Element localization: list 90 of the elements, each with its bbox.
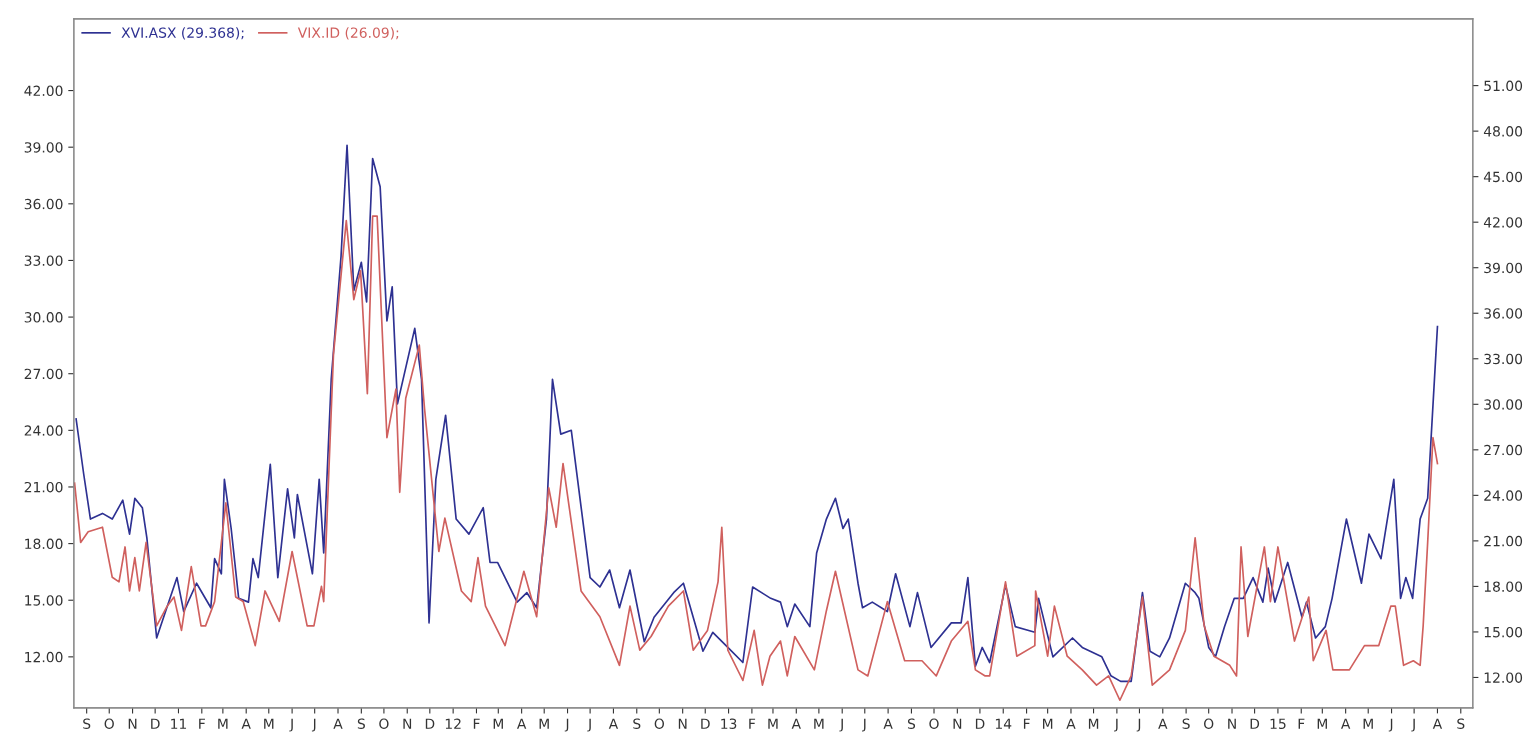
x-tick-label: D bbox=[701, 718, 710, 729]
x-tick-label: M bbox=[218, 718, 228, 729]
y2-tick-label: 36.00 bbox=[1484, 308, 1523, 319]
x-tick-label: M bbox=[264, 718, 274, 729]
x-tick-label: 15 bbox=[1270, 718, 1286, 729]
x-tick-label: A bbox=[791, 718, 801, 729]
y-tick-label: 36.00 bbox=[24, 198, 63, 210]
x-tick-label: F bbox=[1023, 718, 1030, 729]
x-tick-label: D bbox=[151, 718, 160, 729]
x-tick-label: J bbox=[289, 718, 293, 732]
x-tick-label: M bbox=[1088, 718, 1099, 729]
y2-tick-label: 12.00 bbox=[1484, 672, 1523, 683]
legend-label: XVI.ASX (29.368); bbox=[121, 27, 244, 40]
x-tick-label: A bbox=[608, 718, 619, 729]
x-tick-label: M bbox=[1317, 718, 1327, 729]
x-tick-label: S bbox=[633, 718, 641, 729]
x-tick-label: J bbox=[1411, 718, 1415, 732]
y2-tick-label: 51.00 bbox=[1484, 80, 1523, 92]
x-tick-label: J bbox=[1388, 718, 1393, 732]
x-tick-label: J bbox=[839, 718, 843, 732]
x-tick-label: M bbox=[493, 718, 503, 729]
x-tick-label: A bbox=[1066, 718, 1076, 729]
x-tick-label: 11 bbox=[171, 718, 187, 729]
x-tick-label: S bbox=[357, 718, 365, 729]
x-tick-label: M bbox=[768, 718, 778, 729]
y2-tick-label: 15.00 bbox=[1484, 626, 1523, 638]
x-tick-label: A bbox=[1432, 718, 1443, 729]
y-tick-label: 30.00 bbox=[24, 312, 63, 323]
x-tick-label: A bbox=[883, 718, 893, 729]
x-tick-label: N bbox=[953, 718, 962, 729]
y2-tick-label: 21.00 bbox=[1484, 535, 1523, 547]
y2-tick-label: 48.00 bbox=[1483, 126, 1523, 137]
line-series bbox=[73, 215, 1439, 702]
x-tick-label: F bbox=[749, 718, 756, 729]
x-tick-label: O bbox=[104, 718, 114, 729]
x-tick-label: D bbox=[425, 718, 435, 729]
x-tick-label: S bbox=[1457, 718, 1465, 729]
x-tick-label: 12 bbox=[445, 718, 461, 729]
x-tick-label: M bbox=[814, 718, 824, 729]
y-tick-label: 21.00 bbox=[24, 481, 63, 493]
x-tick-label: O bbox=[654, 718, 665, 729]
x-tick-label: J bbox=[564, 718, 569, 732]
x-tick-label: J bbox=[862, 718, 866, 732]
y2-tick-label: 39.00 bbox=[1484, 262, 1523, 274]
x-tick-label: 14 bbox=[995, 718, 1012, 729]
x-tick-label: M bbox=[1363, 718, 1373, 729]
y2-tick-label: 33.00 bbox=[1484, 353, 1523, 365]
x-tick-label: O bbox=[929, 718, 939, 729]
y2-tick-label: 18.00 bbox=[1484, 581, 1523, 592]
y2-tick-label: 45.00 bbox=[1483, 171, 1523, 183]
y-tick-label: 27.00 bbox=[24, 368, 63, 380]
x-tick-label: O bbox=[379, 718, 389, 729]
x-tick-label: F bbox=[1298, 718, 1305, 729]
x-tick-label: A bbox=[1158, 718, 1168, 729]
x-tick-label: O bbox=[1204, 718, 1214, 729]
x-tick-label: M bbox=[539, 718, 549, 729]
x-tick-label: D bbox=[1250, 718, 1260, 729]
x-tick-label: M bbox=[1043, 718, 1053, 729]
x-tick-label: A bbox=[333, 718, 343, 729]
y-tick-label: 42.00 bbox=[24, 85, 63, 97]
x-tick-label: 13 bbox=[721, 718, 737, 729]
y2-tick-label: 30.00 bbox=[1484, 399, 1523, 410]
x-tick-label: N bbox=[128, 718, 137, 729]
x-tick-label: J bbox=[311, 718, 316, 732]
x-tick-label: J bbox=[587, 718, 591, 732]
x-tick-label: F bbox=[473, 718, 480, 729]
y-tick-label: 12.00 bbox=[25, 651, 63, 663]
x-tick-label: N bbox=[1228, 718, 1236, 729]
x-tick-label: S bbox=[907, 718, 916, 729]
x-tick-label: J bbox=[1114, 718, 1118, 732]
x-tick-label: A bbox=[516, 718, 527, 729]
x-tick-label: A bbox=[241, 718, 251, 729]
legend-label: VIX.ID (26.09); bbox=[297, 27, 399, 40]
y-tick-label: 18.00 bbox=[25, 538, 63, 550]
x-tick-label: N bbox=[403, 718, 412, 729]
y2-tick-label: 27.00 bbox=[1484, 444, 1523, 456]
x-tick-label: A bbox=[1341, 718, 1351, 729]
y-tick-label: 33.00 bbox=[24, 255, 63, 266]
x-tick-label: S bbox=[1182, 718, 1190, 729]
x-tick-label: F bbox=[199, 718, 205, 729]
x-tick-label: D bbox=[975, 718, 985, 729]
x-tick-label: J bbox=[1136, 718, 1141, 732]
y-tick-label: 39.00 bbox=[24, 142, 63, 153]
x-tick-label: S bbox=[83, 718, 91, 729]
y-tick-label: 24.00 bbox=[24, 425, 63, 436]
y-tick-label: 15.00 bbox=[25, 595, 63, 606]
x-tick-label: N bbox=[678, 718, 687, 729]
y2-tick-label: 42.00 bbox=[1483, 217, 1523, 228]
y2-tick-label: 24.00 bbox=[1484, 490, 1523, 501]
line-series bbox=[75, 144, 1439, 683]
